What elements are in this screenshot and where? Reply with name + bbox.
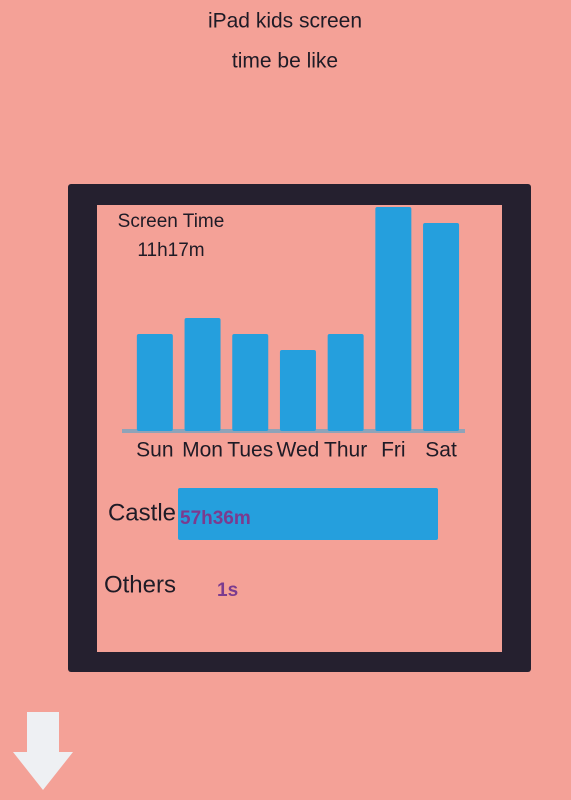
x-tick-label: Sun (136, 439, 173, 462)
category-label: Castle (108, 499, 176, 526)
caption-line: iPad kids screen (208, 10, 362, 33)
bar (136, 334, 173, 431)
x-tick-label: Thur (324, 439, 367, 462)
bar (423, 223, 460, 431)
bar (184, 318, 221, 431)
x-tick-label: Tues (227, 439, 273, 462)
x-tick-label: Sat (425, 439, 457, 462)
chart-subtitle: 11h17m (137, 240, 204, 261)
value-label: 57h36m (180, 508, 251, 529)
bar (375, 207, 412, 431)
x-tick-label: Mon (182, 439, 223, 462)
bar (178, 488, 438, 540)
bar (232, 334, 269, 431)
x-tick-label: Fri (381, 439, 406, 462)
caption-line: time be like (232, 50, 338, 73)
value-label: 1s (217, 580, 238, 601)
chart-title: Screen Time (118, 211, 225, 232)
bar (279, 350, 316, 431)
x-tick-label: Wed (277, 439, 320, 462)
down-arrow[interactable] (13, 712, 73, 790)
category-label: Others (104, 571, 176, 598)
bar (327, 334, 364, 431)
